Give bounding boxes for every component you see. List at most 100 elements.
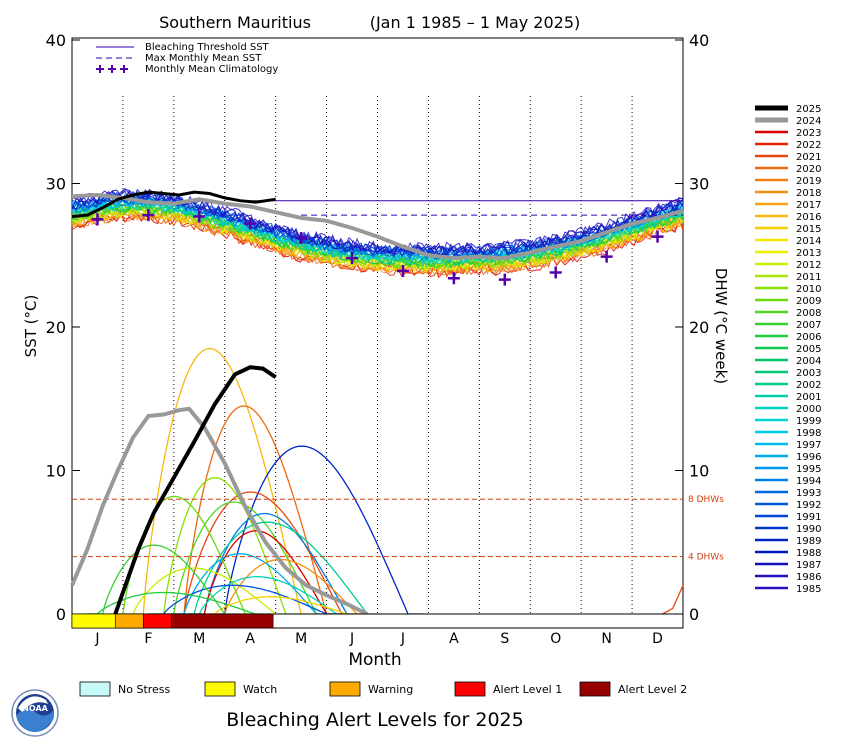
year-label: 2004 bbox=[796, 356, 821, 367]
alert-legend-label: No Stress bbox=[118, 683, 171, 696]
ref-line-label: 8 DHWs bbox=[688, 495, 724, 505]
year-label: 2021 bbox=[796, 152, 821, 163]
climatology-marker bbox=[651, 230, 664, 243]
month-label: N bbox=[601, 631, 611, 647]
dhw-line-2025 bbox=[113, 365, 277, 615]
y-tick-label-left: 10 bbox=[46, 462, 66, 481]
sst-line-2024 bbox=[71, 192, 684, 261]
legend-mmm-label: Max Monthly Mean SST bbox=[145, 53, 262, 64]
alert-legend-label: Watch bbox=[243, 683, 277, 696]
climatology-markers bbox=[91, 209, 664, 286]
climatology-marker bbox=[600, 250, 613, 263]
dhw-curve bbox=[168, 553, 332, 615]
alert-legend-swatch bbox=[79, 681, 111, 697]
year-label: 1992 bbox=[796, 500, 821, 511]
year-label: 2023 bbox=[796, 128, 821, 139]
chart-date-range: (Jan 1 1985 – 1 May 2025) bbox=[370, 13, 581, 32]
year-label: 1997 bbox=[796, 440, 821, 451]
climatology-marker bbox=[549, 266, 562, 279]
top-legend: Bleaching Threshold SST Max Monthly Mean… bbox=[96, 42, 278, 75]
dhw-curve bbox=[184, 576, 352, 615]
y-tick-label-left: 0 bbox=[56, 605, 66, 624]
year-label: 2016 bbox=[796, 212, 821, 223]
y-tick-label-left: 20 bbox=[46, 318, 66, 337]
year-label: 1996 bbox=[796, 452, 821, 463]
year-label: 2022 bbox=[796, 140, 821, 151]
chart-title: Southern Mauritius bbox=[159, 13, 311, 32]
y-tick-label-right: 20 bbox=[689, 318, 709, 337]
year-label: 2011 bbox=[796, 272, 821, 283]
alert-bar-segment bbox=[71, 613, 116, 629]
alert-legend-swatch bbox=[204, 681, 236, 697]
y-tick-label-right: 40 bbox=[689, 31, 709, 50]
historical-dhw-curves bbox=[82, 347, 684, 615]
year-label: 2020 bbox=[796, 164, 821, 175]
dhw-line-2024 bbox=[70, 406, 369, 616]
year-label: 1985 bbox=[796, 584, 821, 595]
legend-climatology-label: Monthly Mean Climatology bbox=[145, 64, 278, 75]
plot-area bbox=[71, 37, 684, 615]
year-legend: 2025202420232022202120202019201820172016… bbox=[755, 104, 821, 595]
year-label: 2015 bbox=[796, 224, 821, 235]
month-label: M bbox=[193, 631, 205, 647]
dhw-curve bbox=[189, 530, 342, 615]
noaa-logo-text: NOAA bbox=[22, 704, 48, 713]
climatology-marker bbox=[91, 213, 104, 226]
year-label: 2024 bbox=[796, 116, 821, 127]
month-label: A bbox=[449, 631, 459, 647]
year-label: 2002 bbox=[796, 380, 821, 391]
year-label: 2025 bbox=[796, 104, 821, 115]
month-label: J bbox=[94, 631, 99, 647]
dhw-curve bbox=[148, 477, 302, 615]
month-label: O bbox=[550, 631, 561, 647]
sst-line-2025 bbox=[71, 190, 276, 218]
legend-threshold-label: Bleaching Threshold SST bbox=[145, 42, 270, 53]
climatology-marker bbox=[295, 232, 308, 245]
bottom-title: Bleaching Alert Levels for 2025 bbox=[226, 709, 523, 731]
year-label: 1989 bbox=[796, 536, 821, 547]
year-label: 2009 bbox=[796, 296, 821, 307]
y-tick-label-right: 10 bbox=[689, 462, 709, 481]
year-label: 2010 bbox=[796, 284, 821, 295]
year-label: 1999 bbox=[796, 416, 821, 427]
dhw-curve bbox=[148, 584, 342, 615]
dhw-curve bbox=[82, 591, 271, 615]
alert-level-legend: No Stress Watch Warning Alert Level 1 Alert … bbox=[79, 681, 687, 697]
alert-legend-label: Alert Level 1 bbox=[493, 683, 562, 696]
climatology-marker bbox=[142, 209, 155, 222]
climatology-marker bbox=[346, 252, 359, 265]
year-label: 1990 bbox=[796, 524, 821, 535]
year-label: 1987 bbox=[796, 560, 821, 571]
year-label: 2003 bbox=[796, 368, 821, 379]
year-label: 2000 bbox=[796, 404, 821, 415]
alert-bar-segment bbox=[170, 613, 274, 629]
y-axis-label-left: SST (°C) bbox=[22, 295, 40, 358]
year-label: 2006 bbox=[796, 332, 821, 343]
year-label: 2014 bbox=[796, 236, 821, 247]
dhw-curve bbox=[168, 405, 342, 615]
year-label: 2005 bbox=[796, 344, 821, 355]
y-axis-label-right: DHW (°C week) bbox=[712, 268, 730, 384]
y-axis-ticks: 0 0 10 10 20 20 30 30 40 40 bbox=[46, 31, 710, 624]
year-label: 1998 bbox=[796, 428, 821, 439]
year-label: 2012 bbox=[796, 260, 821, 271]
y-tick-label-left: 30 bbox=[46, 175, 66, 194]
year-label: 1995 bbox=[796, 464, 821, 475]
dhw-curve bbox=[662, 585, 684, 615]
month-label: D bbox=[652, 631, 663, 647]
dhw-curve bbox=[209, 445, 424, 615]
threshold-lines bbox=[250, 200, 683, 216]
year-label: 1986 bbox=[796, 572, 821, 583]
dhw-curve bbox=[199, 596, 363, 615]
month-label: A bbox=[245, 631, 255, 647]
month-label: J bbox=[349, 631, 354, 647]
month-label: J bbox=[400, 631, 405, 647]
climatology-marker bbox=[447, 272, 460, 285]
year-label: 2007 bbox=[796, 320, 821, 331]
legend-climatology-swatch bbox=[96, 65, 128, 73]
dhw-curve bbox=[178, 521, 383, 615]
year-label: 1988 bbox=[796, 548, 821, 559]
year-label: 2008 bbox=[796, 308, 821, 319]
